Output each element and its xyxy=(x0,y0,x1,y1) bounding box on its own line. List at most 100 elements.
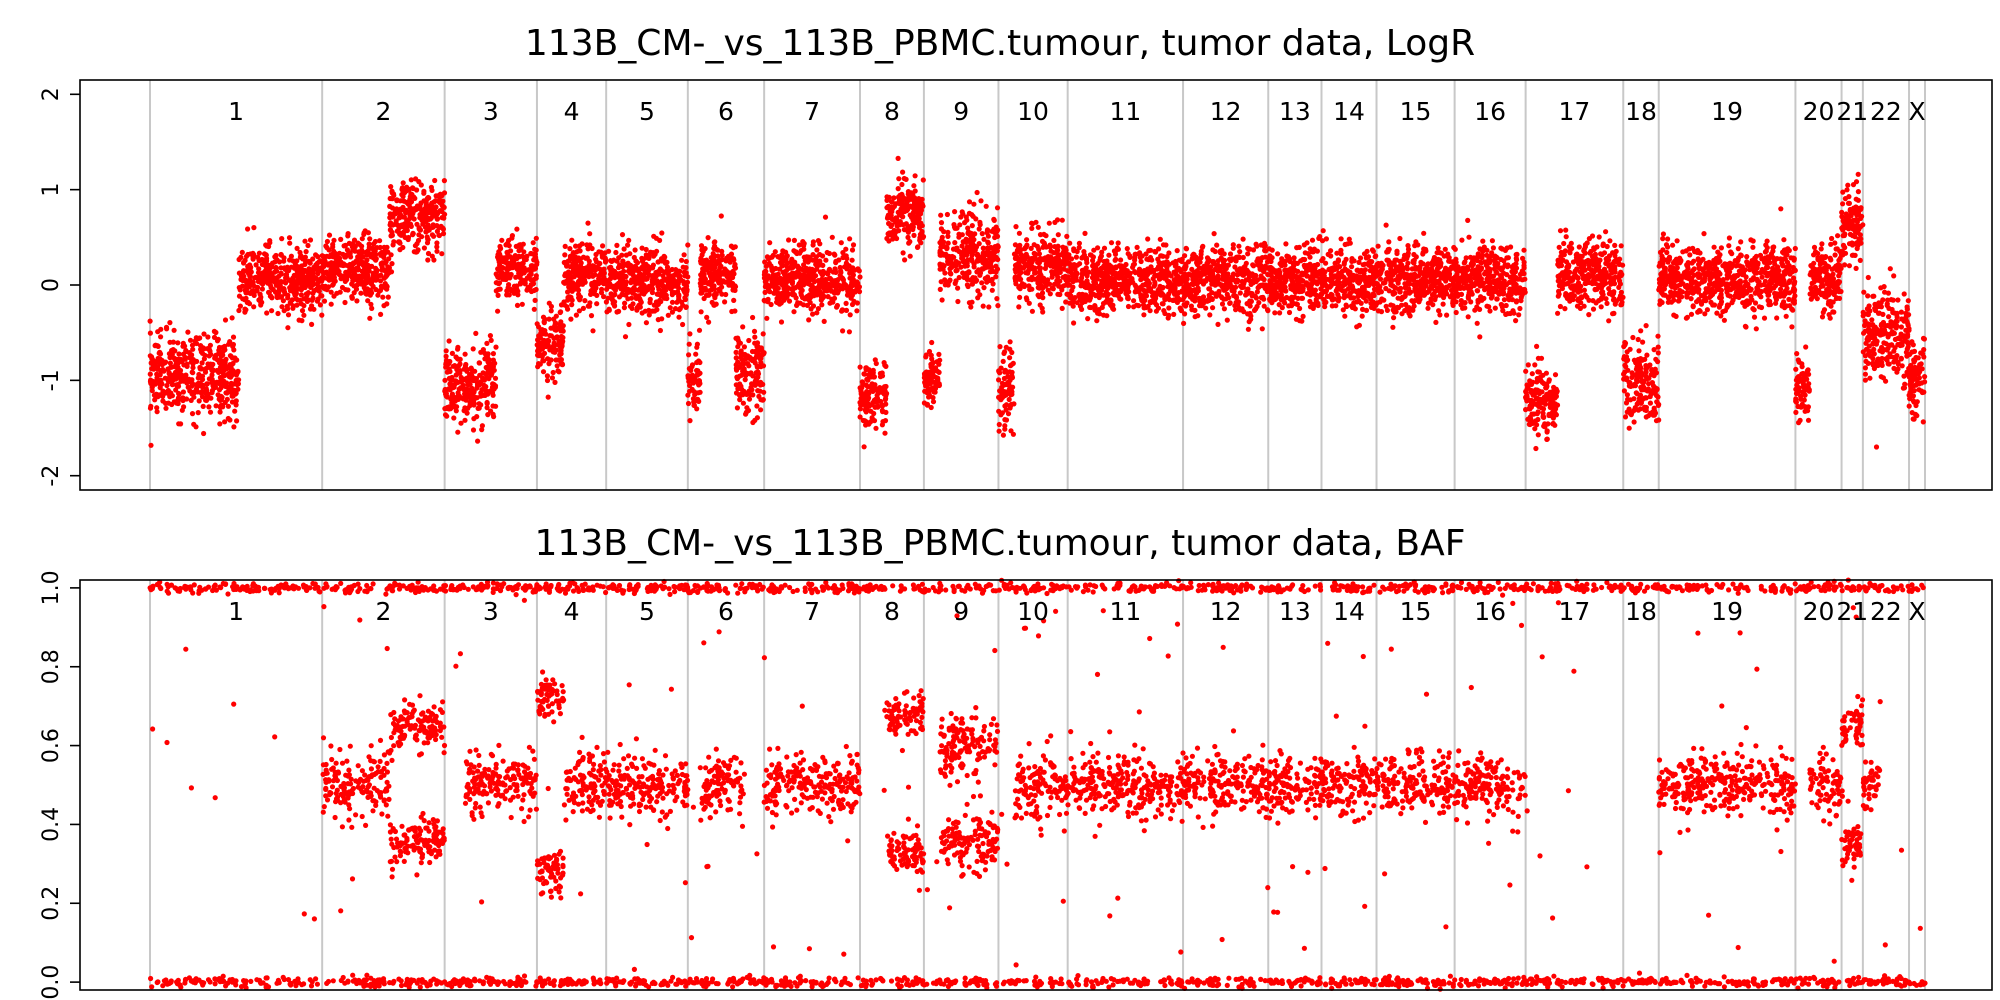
logr-point xyxy=(441,204,447,210)
logr-point xyxy=(965,225,971,231)
logr-point xyxy=(204,381,210,387)
logr-point xyxy=(263,260,269,266)
logr-point xyxy=(326,232,333,238)
logr-point xyxy=(964,260,970,266)
logr-point xyxy=(796,242,802,248)
logr-point xyxy=(561,302,568,308)
logr-point xyxy=(334,266,340,272)
logr-point xyxy=(540,314,547,320)
logr-point xyxy=(959,209,965,215)
logr-point xyxy=(189,369,195,375)
logr-point xyxy=(660,273,666,279)
logr-point xyxy=(896,194,902,200)
logr-point xyxy=(941,263,947,269)
logr-point xyxy=(537,361,543,367)
logr-point xyxy=(211,328,217,334)
logr-point xyxy=(287,257,293,263)
logr-point xyxy=(440,226,446,232)
logr-point xyxy=(996,421,1002,428)
logr-point xyxy=(816,284,823,290)
logr-point xyxy=(237,287,243,293)
logr-point xyxy=(1007,339,1013,345)
logr-point xyxy=(1131,298,1137,304)
logr-point xyxy=(1045,281,1051,287)
logr-point xyxy=(760,397,766,403)
logr-point xyxy=(821,270,827,276)
logr-point xyxy=(163,324,170,330)
logr-point xyxy=(938,212,944,218)
logr-point xyxy=(716,286,722,292)
logr-point xyxy=(828,277,834,283)
logr-point xyxy=(605,278,611,284)
logr-point xyxy=(245,263,251,269)
logr-point xyxy=(740,368,746,374)
logr-point xyxy=(603,299,610,305)
logr-point xyxy=(1145,236,1151,242)
logr-point xyxy=(657,297,663,304)
logr-point xyxy=(820,253,826,259)
logr-point xyxy=(520,260,526,266)
logr-point xyxy=(421,190,427,196)
logr-point xyxy=(676,278,682,284)
logr-point xyxy=(271,275,277,281)
logr-point xyxy=(622,334,629,340)
logr-point xyxy=(180,389,186,395)
logr-point xyxy=(250,256,256,262)
logr-point xyxy=(825,294,831,300)
logr-point xyxy=(319,274,325,280)
logr-point xyxy=(163,405,169,411)
logr-point xyxy=(732,244,738,250)
logr-point xyxy=(1054,245,1060,251)
logr-point xyxy=(862,371,868,377)
logr-point xyxy=(1051,237,1057,243)
logr-point xyxy=(1040,257,1046,263)
logr-point xyxy=(147,330,153,336)
logr-point xyxy=(164,382,170,389)
logr-point xyxy=(279,304,285,310)
logr-point xyxy=(303,249,309,255)
logr-point xyxy=(969,299,975,305)
logr-point xyxy=(147,371,153,377)
logr-point xyxy=(577,243,583,249)
logr-point xyxy=(738,383,744,389)
logr-point xyxy=(207,409,214,415)
logr-point xyxy=(177,375,183,381)
logr-point xyxy=(616,255,622,261)
logr-point xyxy=(217,374,223,381)
logr-point xyxy=(216,360,222,366)
logr-point xyxy=(504,255,510,261)
logr-point xyxy=(310,270,316,276)
logr-point xyxy=(462,351,468,357)
logr-point xyxy=(816,261,822,267)
logr-point xyxy=(723,291,729,298)
logr-point xyxy=(218,353,224,359)
logr-point xyxy=(632,264,638,270)
logr-point xyxy=(195,335,202,342)
logr-point xyxy=(462,417,468,423)
logr-point xyxy=(368,301,374,307)
logr-point xyxy=(651,233,657,239)
logr-point xyxy=(591,263,597,269)
logr-point xyxy=(384,301,390,307)
logr-point xyxy=(410,230,416,236)
logr-point xyxy=(811,268,817,274)
logr-point xyxy=(1174,248,1180,254)
logr-point xyxy=(698,290,704,296)
logr-point xyxy=(174,383,180,389)
logr-point xyxy=(1038,272,1044,278)
logr-point xyxy=(263,252,269,258)
logr-point xyxy=(307,306,314,312)
logr-point xyxy=(349,281,355,287)
logr-point xyxy=(432,177,438,184)
logr-point xyxy=(245,226,251,232)
logr-point xyxy=(231,381,237,387)
logr-point xyxy=(190,365,196,371)
logr-point xyxy=(819,302,825,308)
logr-point xyxy=(893,217,899,223)
logr-point xyxy=(1052,258,1058,264)
logr-point xyxy=(968,242,974,248)
logr-point xyxy=(888,204,894,210)
logr-point xyxy=(443,348,449,354)
logr-point xyxy=(657,327,664,334)
